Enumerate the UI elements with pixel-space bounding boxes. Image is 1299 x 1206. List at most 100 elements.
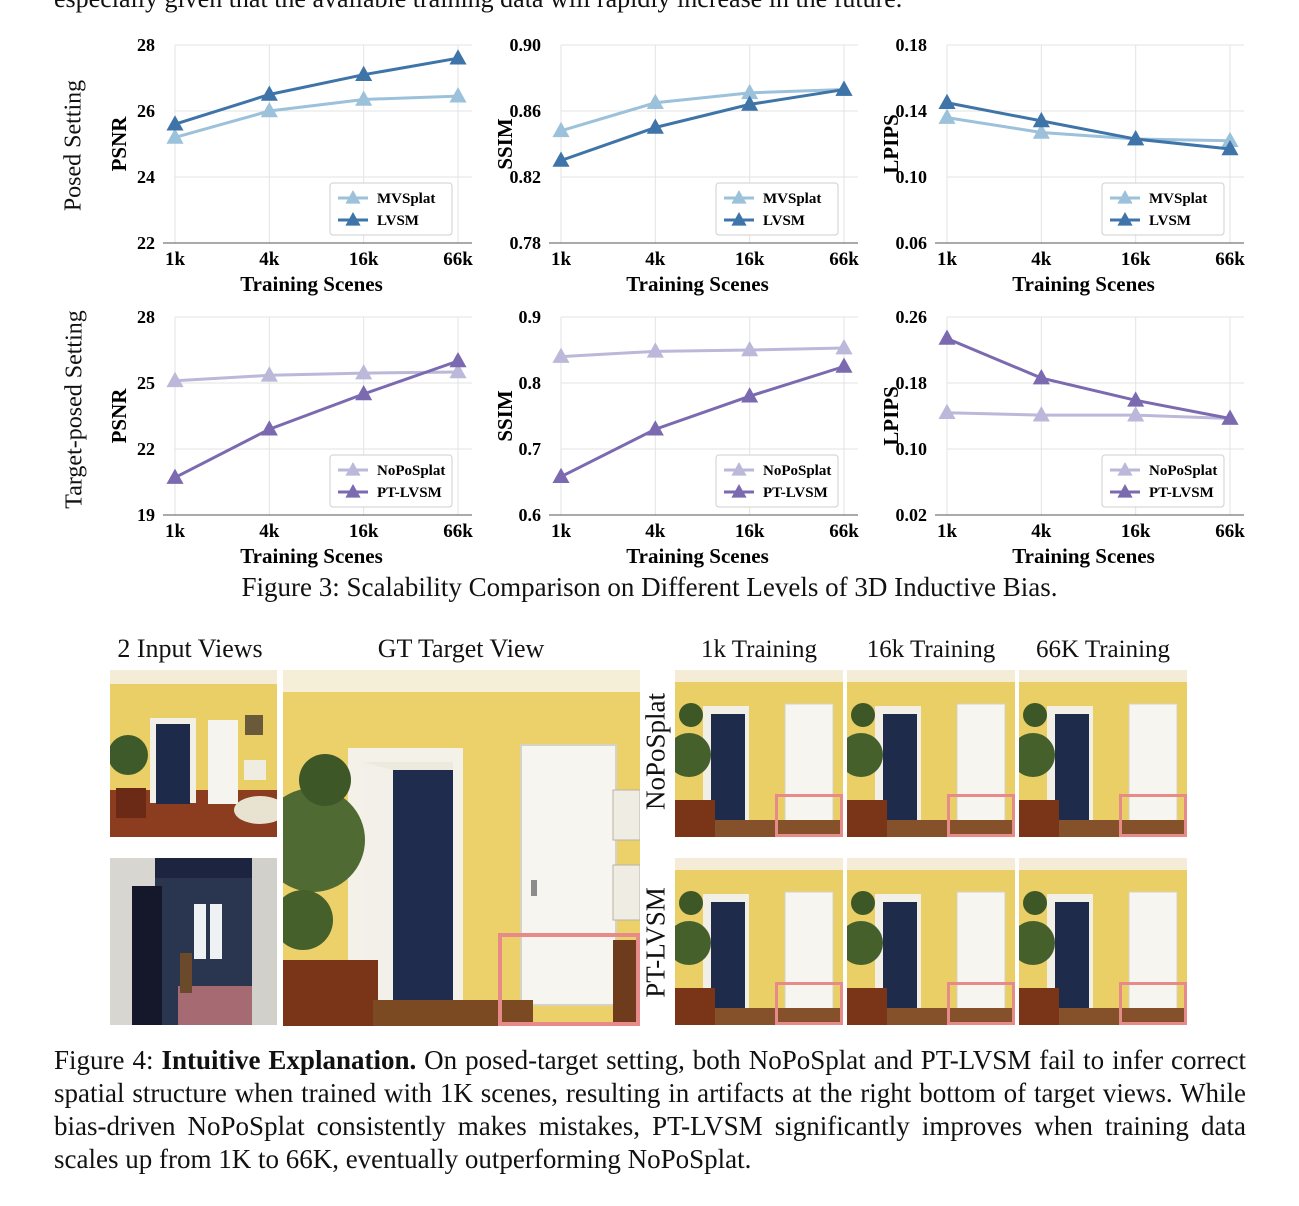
data-point-lvsm xyxy=(1127,130,1145,146)
legend-marker xyxy=(345,212,361,226)
legend-label: MVSplat xyxy=(763,191,821,207)
chart-target-lpips: 0.02 0.10 0.18 0.26 1k 4k 16k 66k Training Scene… xyxy=(879,307,1245,568)
y-tick-label: 0.18 xyxy=(896,373,928,393)
legend-label: NoPoSplat xyxy=(763,463,831,479)
data-point-pt-lvsm xyxy=(741,387,759,403)
series-line-noposplat xyxy=(946,411,1231,420)
y-tick-label: 0.18 xyxy=(896,35,928,55)
y-axis-label: PSNR xyxy=(107,388,131,444)
chart-posed-ssim: 0.78 0.82 0.86 0.90 1k 4k 16k 66k Training Scene… xyxy=(493,35,859,296)
data-point-noposplat xyxy=(552,347,570,363)
series-line-lvsm xyxy=(946,101,1231,151)
x-tick-label: 16k xyxy=(349,521,379,542)
data-point-noposplat xyxy=(646,342,664,358)
x-tick-label: 4k xyxy=(645,249,666,270)
data-point-lvsm xyxy=(449,49,467,65)
artifact-region-box xyxy=(1119,794,1187,837)
row-label-pt-lvsm: PT-LVSM xyxy=(640,887,671,998)
x-tick-label: 66k xyxy=(1215,249,1245,270)
data-point-pt-lvsm xyxy=(552,467,570,484)
legend-label: NoPoSplat xyxy=(1149,463,1217,479)
x-tick-label: 1k xyxy=(937,249,958,270)
data-point-noposplat xyxy=(166,371,184,388)
legend-box xyxy=(329,454,453,508)
data-point-lvsm xyxy=(355,65,373,81)
data-point-noposplat xyxy=(260,366,278,382)
data-point-mvsplat xyxy=(646,93,664,110)
data-point-noposplat xyxy=(1127,406,1145,422)
y-tick-label: 0.6 xyxy=(519,505,542,525)
x-tick-label: 16k xyxy=(1121,249,1151,270)
legend-marker xyxy=(731,484,747,498)
figure4-caption-prefix: Figure 4: xyxy=(54,1045,162,1075)
data-point-lvsm xyxy=(1032,111,1050,128)
y-tick-label: 24 xyxy=(137,167,155,187)
artifact-region-box xyxy=(947,982,1015,1025)
data-point-mvsplat xyxy=(355,90,373,106)
x-tick-label: 16k xyxy=(735,521,765,542)
y-tick-label: 26 xyxy=(137,101,155,121)
result-pt-lvsm-1k-image xyxy=(675,858,843,1025)
y-tick-label: 0.06 xyxy=(896,233,928,253)
artifact-region-box xyxy=(1119,982,1187,1025)
series-line-pt-lvsm xyxy=(946,337,1231,420)
chart-posed-lpips: 0.06 0.10 0.14 0.18 1k 4k 16k 66k Training Scene… xyxy=(879,35,1245,296)
x-tick-label: 66k xyxy=(443,521,473,542)
legend-marker xyxy=(731,212,747,226)
legend-marker xyxy=(1117,212,1133,226)
data-point-lvsm xyxy=(1221,139,1239,156)
data-point-pt-lvsm xyxy=(938,329,956,345)
series-line-noposplat xyxy=(174,370,459,383)
legend-marker xyxy=(1117,484,1133,498)
y-tick-label: 0.14 xyxy=(896,101,928,121)
series-line-mvsplat xyxy=(174,94,459,139)
x-tick-label: 66k xyxy=(829,249,859,270)
y-tick-label: 0.26 xyxy=(896,307,928,327)
series-line-pt-lvsm xyxy=(174,359,459,479)
y-tick-label: 25 xyxy=(137,373,155,393)
legend-box xyxy=(1101,454,1225,508)
figure4-caption-body: On posed-target setting, both NoPoSplat … xyxy=(54,1045,1246,1174)
chart-target-ssim: 0.6 0.7 0.8 0.9 1k 4k 16k 66k Training Scenes SSI… xyxy=(493,307,859,568)
data-point-mvsplat xyxy=(552,121,570,138)
y-tick-label: 0.82 xyxy=(510,167,542,187)
legend-label: PT-LVSM xyxy=(763,485,828,501)
legend-label: MVSplat xyxy=(377,191,435,207)
y-tick-label: 22 xyxy=(137,233,155,253)
figure3-caption: Figure 3: Scalability Comparison on Diff… xyxy=(241,572,1058,602)
y-axis-label: PSNR xyxy=(107,116,131,172)
data-point-pt-lvsm xyxy=(355,385,373,401)
data-point-mvsplat xyxy=(938,108,956,124)
y-tick-label: 0.78 xyxy=(510,233,542,253)
y-axis-label: LPIPS xyxy=(879,114,903,174)
gt-artifact-region-box xyxy=(498,933,640,1026)
y-tick-label: 28 xyxy=(137,307,155,327)
x-axis-label: Training Scenes xyxy=(1012,544,1155,568)
data-point-lvsm xyxy=(938,93,956,110)
legend-label: MVSplat xyxy=(1149,191,1207,207)
x-axis-label: Training Scenes xyxy=(626,544,769,568)
top-text: especially given that the available trai… xyxy=(54,0,902,14)
data-point-noposplat xyxy=(835,339,853,355)
legend-label: PT-LVSM xyxy=(377,485,442,501)
data-point-lvsm xyxy=(552,151,570,167)
data-point-pt-lvsm xyxy=(1221,409,1239,425)
y-tick-label: 28 xyxy=(137,35,155,55)
y-tick-label: 0.86 xyxy=(510,101,542,121)
series-line-pt-lvsm xyxy=(560,365,845,479)
legend-marker xyxy=(731,190,747,204)
legend-marker xyxy=(1117,462,1133,476)
y-tick-label: 0.10 xyxy=(896,439,928,459)
data-point-noposplat xyxy=(741,341,759,357)
data-point-pt-lvsm xyxy=(260,420,278,436)
y-axis-label: LPIPS xyxy=(879,386,903,446)
data-point-pt-lvsm xyxy=(166,468,184,484)
x-tick-label: 1k xyxy=(551,249,572,270)
data-point-lvsm xyxy=(741,95,759,111)
legend-label: PT-LVSM xyxy=(1149,485,1214,501)
x-tick-label: 66k xyxy=(1215,521,1245,542)
legend-marker xyxy=(345,190,361,204)
data-point-mvsplat xyxy=(1032,123,1050,139)
data-point-lvsm xyxy=(260,85,278,101)
x-axis-label: Training Scenes xyxy=(626,272,769,296)
